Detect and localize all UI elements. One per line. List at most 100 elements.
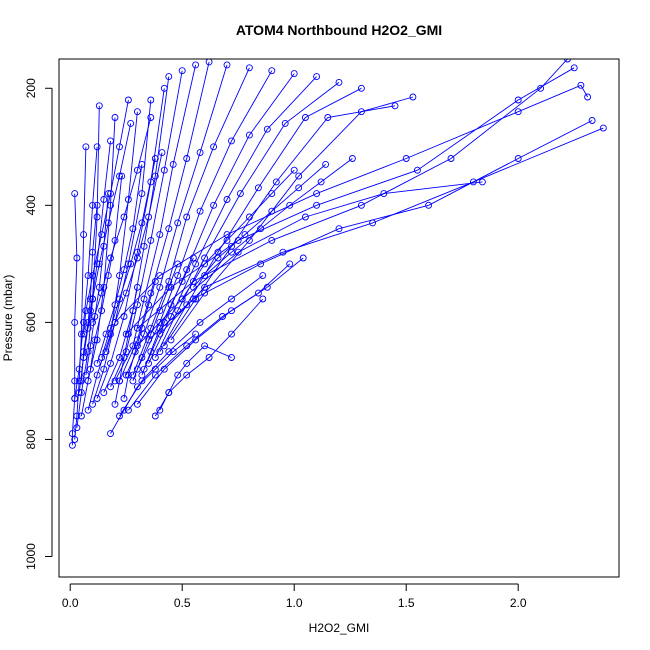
data-point [286, 260, 294, 268]
data-point [210, 201, 218, 209]
data-point [93, 213, 101, 221]
data-point [313, 73, 321, 81]
data-point [514, 155, 522, 162]
data-point [228, 295, 235, 303]
data-point [98, 354, 106, 361]
data-point [124, 406, 132, 414]
data-point [570, 64, 578, 72]
data-point [86, 365, 94, 373]
data-point [201, 272, 209, 280]
y-tick-label: 1000 [24, 543, 38, 570]
data-point [124, 371, 132, 379]
data-point [295, 184, 303, 192]
profile-15 [145, 73, 321, 367]
data-point [259, 272, 267, 280]
data-point [183, 359, 191, 367]
data-point [169, 348, 177, 356]
profile-line [137, 257, 304, 405]
x-axis-label: H2O2_GMI [309, 621, 370, 635]
profile-line [132, 263, 179, 382]
data-point [107, 430, 114, 438]
data-point [124, 96, 132, 104]
data-point [234, 248, 242, 256]
profile-41 [71, 143, 101, 402]
data-point [98, 289, 106, 297]
profile-line [114, 64, 197, 382]
data-point [192, 260, 200, 268]
data-point [413, 166, 421, 174]
data-point [98, 307, 106, 315]
data-point [295, 172, 303, 180]
profile-line [92, 117, 152, 323]
data-point [120, 354, 128, 361]
data-point [129, 307, 137, 315]
data-point [165, 348, 173, 356]
data-point [122, 289, 130, 297]
x-tick-label: 0.0 [62, 596, 79, 610]
profile-37 [102, 149, 166, 356]
profile-22 [156, 124, 607, 338]
data-point [107, 359, 114, 367]
data-point [133, 365, 141, 373]
profile-line [204, 158, 353, 276]
data-point [156, 324, 164, 332]
data-point [89, 201, 97, 209]
data-point [537, 84, 545, 92]
data-point [313, 190, 321, 198]
data-point [577, 81, 585, 89]
profile-43 [129, 260, 182, 385]
data-point [228, 307, 235, 315]
data-point [107, 137, 114, 145]
data-point [189, 295, 197, 303]
data-point [192, 330, 200, 338]
data-point [95, 283, 103, 291]
data-point [82, 371, 90, 379]
data-point [254, 289, 262, 297]
profile-line [114, 84, 588, 323]
data-point [174, 272, 182, 280]
data-point [228, 354, 235, 361]
data-point [254, 184, 262, 192]
profile-line [96, 88, 165, 399]
data-point [120, 406, 128, 414]
data-point [120, 395, 128, 402]
data-point [599, 124, 607, 132]
data-point [425, 201, 433, 209]
profile-line [170, 96, 414, 341]
data-point [111, 400, 119, 408]
data-point [257, 225, 265, 233]
data-point [174, 219, 182, 227]
data-point [151, 155, 159, 162]
data-point [93, 371, 101, 379]
data-point [409, 93, 417, 101]
data-point [196, 207, 204, 215]
data-point [219, 313, 226, 320]
data-point [151, 354, 159, 361]
profile-line [159, 345, 232, 411]
data-point [236, 190, 244, 198]
data-point [160, 365, 168, 373]
profile-line [123, 281, 156, 399]
data-point [73, 412, 81, 420]
data-point [178, 67, 186, 75]
data-point [133, 283, 141, 291]
profile-46 [120, 277, 159, 402]
data-point [478, 178, 486, 186]
plot-frame [58, 58, 620, 578]
data-point [73, 254, 81, 262]
profile-line [154, 298, 264, 417]
data-point [100, 196, 108, 203]
profile-line [110, 333, 196, 434]
data-point [189, 283, 197, 291]
data-point [91, 336, 99, 344]
data-point [93, 395, 101, 402]
profile-39 [84, 119, 135, 332]
data-point [151, 412, 159, 420]
data-point [84, 406, 92, 414]
y-tick-label: 400 [24, 195, 38, 215]
data-point [86, 307, 94, 315]
data-point [129, 377, 137, 385]
data-point [151, 277, 159, 285]
data-point [391, 102, 399, 110]
profile-line [101, 158, 156, 358]
